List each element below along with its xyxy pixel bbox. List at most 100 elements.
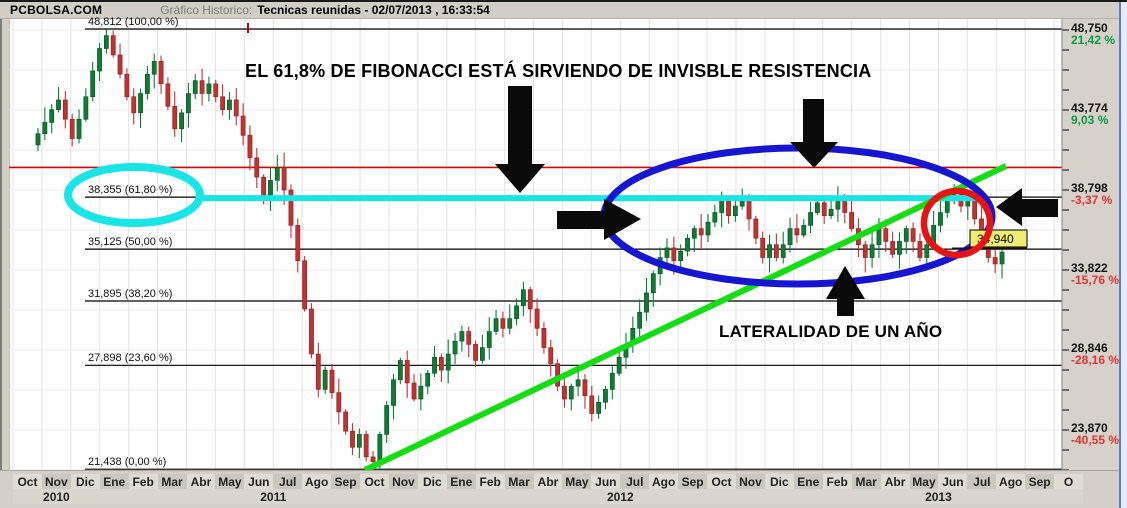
candle-body (603, 389, 608, 403)
candle-body (890, 241, 896, 255)
candle-body (199, 80, 205, 94)
candle-body (165, 83, 171, 107)
candle-body (568, 385, 574, 400)
y-axis-ticks (1061, 19, 1069, 471)
candle-body (562, 385, 567, 400)
candle-body (664, 247, 670, 258)
x-axis-month-label: Sep (1025, 474, 1055, 489)
candle-body (42, 122, 48, 135)
lateral-annotation-text: LATERALIDAD DE UN AÑO (719, 322, 943, 341)
x-axis-month-label: Oct (13, 474, 42, 489)
candle-body (815, 202, 820, 213)
candle-body (213, 83, 219, 98)
candle-body (281, 167, 287, 191)
candle-body (527, 289, 533, 310)
candle-body (56, 99, 61, 110)
candle-body (849, 212, 854, 229)
candle-body (377, 434, 383, 463)
candle-body (479, 347, 485, 361)
x-axis-month-label: Feb (822, 474, 852, 489)
candle-body (97, 48, 102, 72)
fib-level-label: 48,812 (100,00 %) (88, 16, 179, 28)
candle-body (322, 369, 328, 390)
candle-body (404, 360, 410, 384)
candle-body (172, 106, 178, 130)
candle-body (459, 331, 465, 342)
candle-body (719, 200, 725, 213)
y-axis-percent: 9,03 % (1071, 113, 1109, 127)
candle-body (780, 244, 786, 258)
candle-body (897, 241, 902, 255)
y-axis-label: 48,750 21,42 % (1071, 22, 1125, 46)
candle-body (903, 228, 909, 242)
x-axis-month-label: Abr (533, 474, 563, 489)
candle-body (288, 189, 294, 226)
candle-body (944, 199, 950, 213)
x-axis-year-label: 2012 (446, 489, 794, 504)
x-axis-month-label: Sep (331, 474, 361, 489)
y-axis-price: 28,846 (1071, 341, 1108, 355)
candle-body (76, 118, 82, 139)
x-axis-month-label: May (562, 474, 592, 489)
candle-body (514, 305, 519, 319)
candle-body (192, 80, 198, 94)
candle-body (541, 327, 547, 348)
candle-body (233, 99, 239, 117)
candle-body (760, 237, 766, 258)
candle-body (206, 83, 212, 94)
candle-body (862, 244, 868, 258)
up-arrow (826, 266, 865, 316)
x-axis-month-label: Dic (417, 474, 447, 489)
x-axis-month-label: Mar (157, 474, 187, 489)
candle-body (746, 199, 752, 220)
candle-body (268, 180, 273, 197)
candle-body (90, 70, 96, 98)
y-axis-label: 28,846 -28,16 % (1071, 342, 1125, 366)
candle-body (49, 109, 55, 123)
candle-body (110, 35, 116, 56)
candle-body (876, 228, 882, 245)
candle-body (329, 369, 335, 393)
x-axis-month-label: Ene (99, 474, 129, 489)
candle-body (103, 35, 109, 49)
x-axis-month-label: Mar (504, 474, 534, 489)
fib-level-label: 21,438 (0,00 %) (88, 456, 167, 469)
candle-body (698, 228, 704, 236)
x-axis: Oct Nov Dic Ene Feb Mar Abr May Jun Jul Ago Sep Oct N… (0, 470, 1127, 508)
x-axis-month-label: Oct (707, 474, 736, 489)
down-arrow (790, 99, 838, 168)
candle-body (773, 244, 779, 258)
candle-body (350, 430, 355, 448)
candle-body (500, 318, 506, 329)
y-axis-percent: -40,55 % (1071, 433, 1120, 447)
y-axis-price: 48,750 (1071, 21, 1108, 35)
candle-body (397, 360, 403, 381)
candle-body (883, 228, 889, 242)
candle-body (356, 434, 362, 448)
candle-body (493, 318, 499, 332)
candle-body (575, 379, 581, 387)
candle-body (712, 212, 718, 223)
candle-body (938, 212, 943, 226)
candle-body (999, 251, 1005, 265)
candle-body (302, 260, 308, 310)
candle-body (992, 257, 998, 265)
x-axis-month-label: Jul (967, 474, 997, 489)
candle-body (548, 347, 554, 364)
x-axis-month-label: Jun (244, 474, 274, 489)
candle-body (753, 218, 759, 239)
candle-body (589, 395, 595, 414)
x-axis-year-label: 2013 (793, 489, 1084, 504)
window-left-edge (0, 2, 2, 508)
x-axis-month-label: Nov (41, 474, 71, 489)
candle-body (254, 157, 260, 178)
candle-body (726, 200, 731, 217)
x-axis-month-label: Ago (649, 474, 679, 489)
candle-body (596, 401, 602, 414)
candle-body (274, 167, 280, 181)
candlestick-series (35, 29, 1005, 470)
candle-body (144, 73, 150, 94)
candle-body (261, 176, 267, 197)
